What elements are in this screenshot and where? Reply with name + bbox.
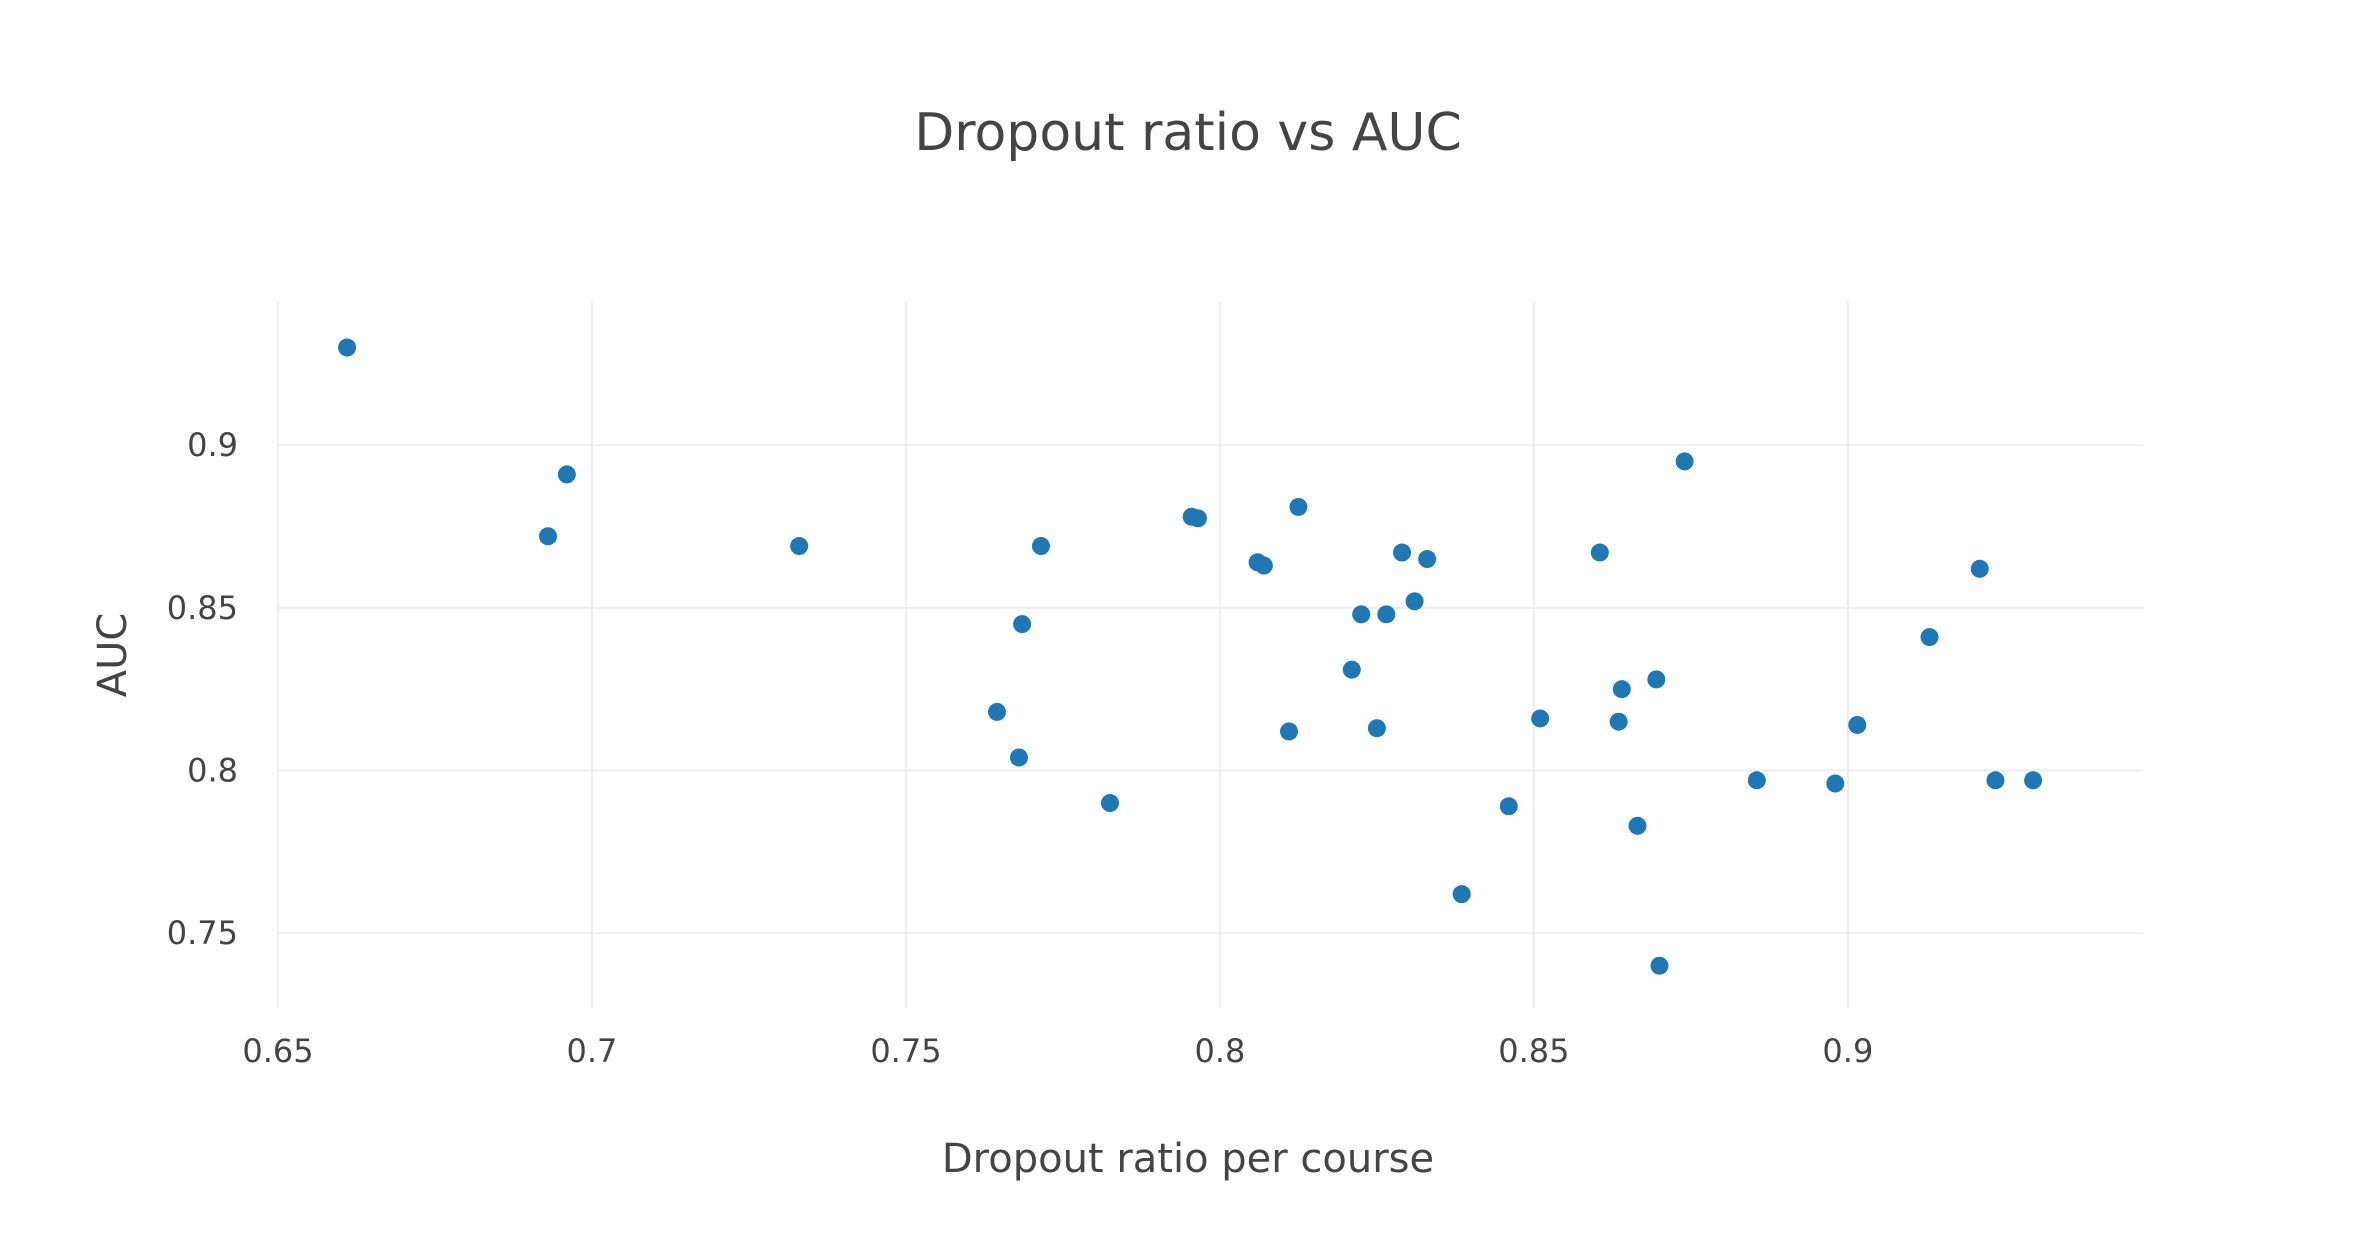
data-point[interactable] (1013, 615, 1032, 634)
data-point[interactable] (338, 338, 357, 357)
data-point-layer (338, 338, 2043, 975)
chart-title: Dropout ratio vs AUC (914, 103, 1462, 163)
data-point[interactable] (1452, 885, 1471, 904)
data-point[interactable] (1970, 559, 1989, 578)
data-point[interactable] (1254, 556, 1273, 575)
data-point[interactable] (1031, 537, 1050, 556)
x-tick-label: 0.65 (242, 1032, 313, 1070)
y-axis-title: AUC (90, 613, 136, 698)
data-point[interactable] (1418, 550, 1437, 569)
x-tick-label: 0.8 (1194, 1032, 1245, 1070)
data-point[interactable] (1289, 497, 1308, 516)
data-point[interactable] (1848, 715, 1867, 734)
data-point[interactable] (1101, 794, 1120, 813)
data-point[interactable] (1920, 628, 1939, 647)
data-point[interactable] (1826, 774, 1845, 793)
data-point[interactable] (2024, 771, 2043, 790)
data-point[interactable] (1609, 712, 1628, 731)
data-point[interactable] (790, 537, 809, 556)
data-point[interactable] (539, 527, 558, 546)
data-point[interactable] (1342, 660, 1361, 679)
data-point[interactable] (1188, 509, 1207, 528)
x-axis-title: Dropout ratio per course (942, 1136, 1434, 1182)
data-point[interactable] (1009, 748, 1028, 767)
tick-label-layer: 0.65 0.7 0.75 0.8 0.85 0.9 0.75 0.8 0.85 0.9 (167, 426, 1874, 1070)
y-tick-label: 0.85 (167, 589, 238, 627)
x-tick-label: 0.85 (1498, 1032, 1569, 1070)
data-point[interactable] (1650, 956, 1669, 975)
data-point[interactable] (557, 465, 576, 484)
data-point[interactable] (1747, 771, 1766, 790)
data-point[interactable] (1377, 605, 1396, 624)
y-tick-label: 0.75 (167, 914, 238, 952)
data-point[interactable] (1590, 543, 1609, 562)
data-point[interactable] (1405, 592, 1424, 611)
data-point[interactable] (987, 702, 1006, 721)
data-point[interactable] (1612, 680, 1631, 699)
data-point[interactable] (1352, 605, 1371, 624)
data-point[interactable] (1279, 722, 1298, 741)
y-tick-label: 0.9 (187, 426, 238, 464)
y-tick-label: 0.8 (187, 751, 238, 789)
data-point[interactable] (1499, 797, 1518, 816)
data-point[interactable] (1647, 670, 1666, 689)
data-point[interactable] (1393, 543, 1412, 562)
data-point[interactable] (1675, 452, 1694, 471)
x-tick-label: 0.9 (1822, 1032, 1873, 1070)
x-tick-label: 0.7 (567, 1032, 618, 1070)
data-point[interactable] (1367, 719, 1386, 738)
grid-layer (277, 302, 2143, 1008)
x-tick-label: 0.75 (870, 1032, 941, 1070)
data-point[interactable] (1628, 816, 1647, 835)
data-point[interactable] (1986, 771, 2005, 790)
data-point[interactable] (1531, 709, 1550, 728)
